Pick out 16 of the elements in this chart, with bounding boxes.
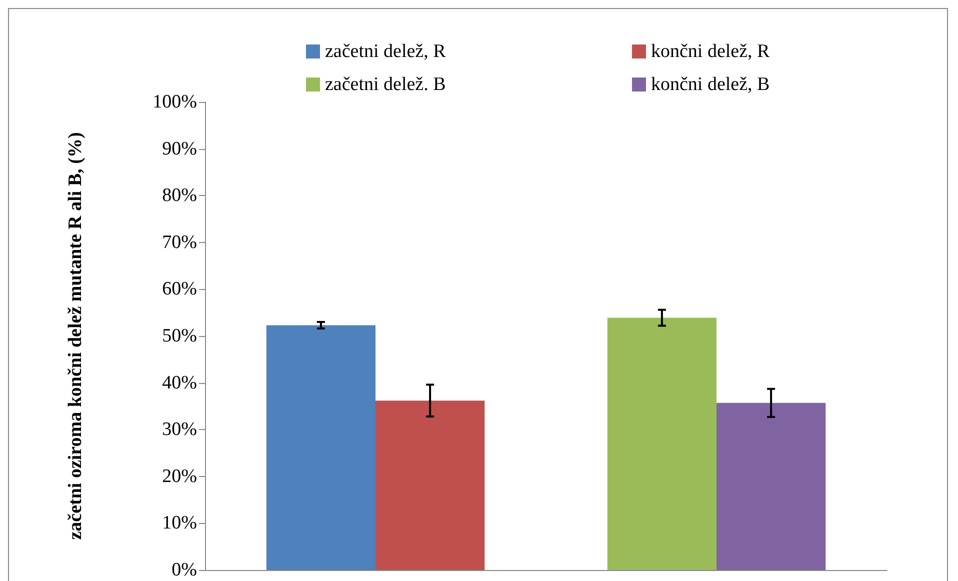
y-tick-label: 0%: [172, 560, 198, 580]
y-tick-label: 80%: [162, 185, 198, 206]
y-tick-label: 90%: [162, 138, 198, 160]
y-tick-label: 70%: [162, 232, 198, 253]
legend-label: končni delež, B: [651, 74, 770, 95]
y-tick-label: 10%: [162, 512, 198, 534]
y-tick-label: 100%: [152, 92, 198, 112]
legend-label: začetni delež. B: [325, 74, 446, 95]
legend-label: začetni delež, R: [325, 41, 446, 62]
legend-label: končni delež, R: [651, 41, 770, 62]
y-tick-label: 20%: [162, 466, 198, 487]
y-axis-title: začetni oziroma končni delež mutante R ali B, (%): [65, 132, 86, 540]
y-tick-label: 30%: [162, 419, 198, 440]
y-tick-label: 50%: [162, 326, 198, 346]
y-tick-label: 40%: [162, 372, 198, 394]
y-tick-label: 60%: [162, 278, 198, 300]
